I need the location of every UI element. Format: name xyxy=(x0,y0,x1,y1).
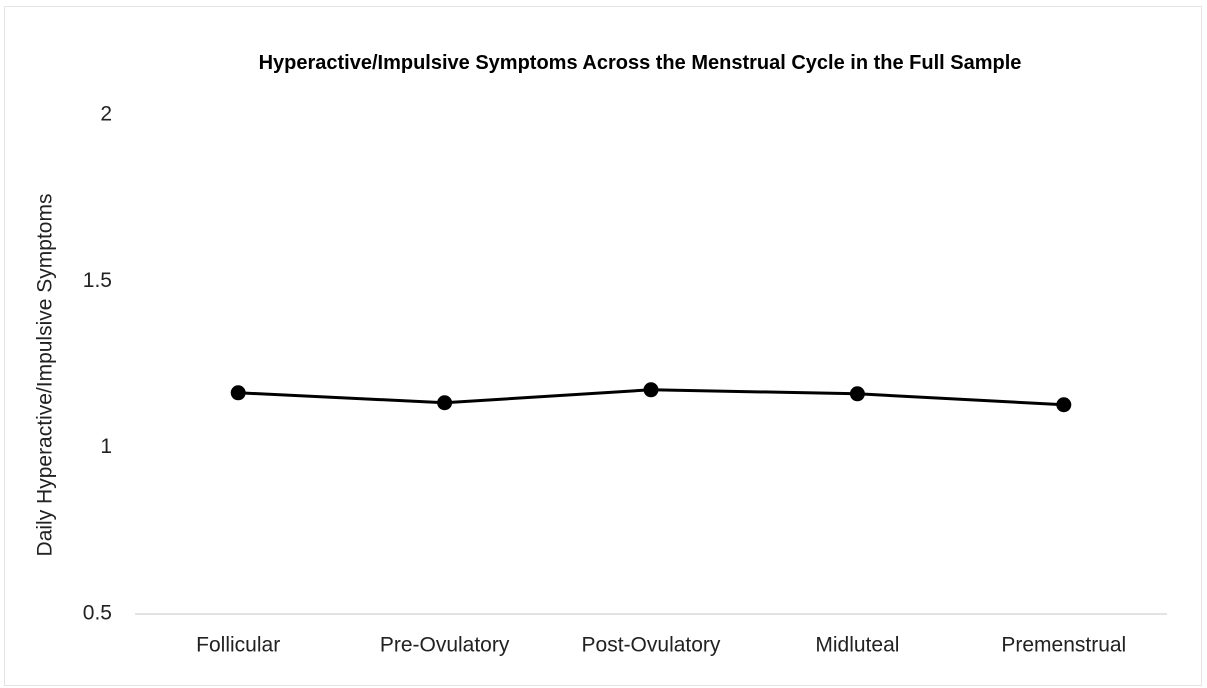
chart-frame xyxy=(4,6,1202,686)
x-tick-label: Post-Ovulatory xyxy=(582,634,721,657)
data-point xyxy=(643,382,659,398)
y-tick-label: 2 xyxy=(100,103,112,126)
x-tick-label: Premenstrual xyxy=(1001,634,1126,657)
data-point xyxy=(230,385,246,401)
y-tick-label: 1.5 xyxy=(83,269,112,292)
data-point xyxy=(437,395,453,411)
y-tick-label: 1 xyxy=(100,435,112,458)
x-tick-label: Follicular xyxy=(196,634,280,657)
chart-title: Hyperactive/Impulsive Symptoms Across th… xyxy=(258,52,1022,74)
y-axis-label: Daily Hyperactive/Impulsive Symptoms xyxy=(34,194,57,557)
data-point xyxy=(1056,397,1072,413)
x-tick-label: Midluteal xyxy=(815,634,899,657)
y-tick-label: 0.5 xyxy=(83,602,112,625)
x-tick-label: Pre-Ovulatory xyxy=(380,634,510,657)
data-point xyxy=(849,386,865,402)
